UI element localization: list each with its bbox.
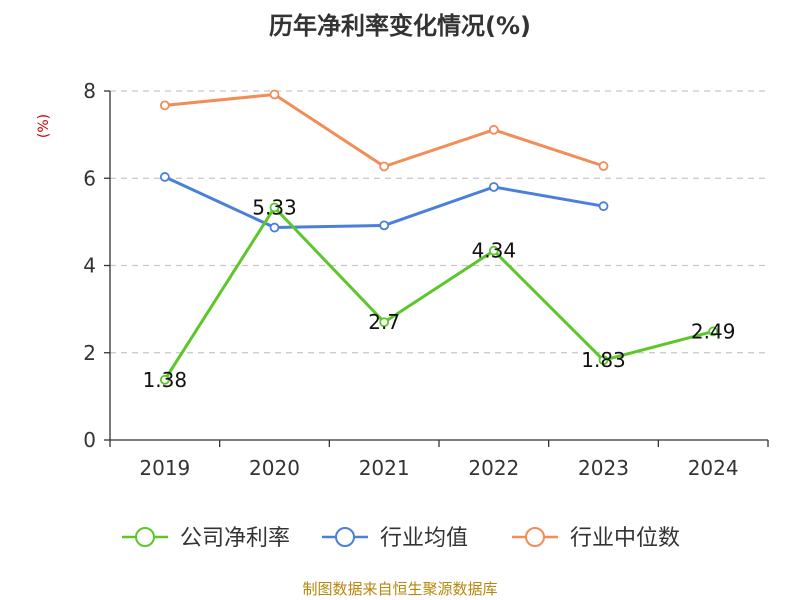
series-lines [159, 89, 719, 385]
legend-marker-1 [335, 527, 355, 547]
y-tick-label-8: 8 [83, 79, 96, 103]
legend-marker-2 [525, 527, 545, 547]
series-0 [159, 202, 719, 385]
point-2-2020 [269, 89, 280, 100]
series-line-1 [164, 175, 604, 229]
series-1 [159, 172, 609, 233]
point-2-2021 [379, 161, 390, 172]
point-0-2019 [159, 374, 170, 385]
x-tick-label-2023: 2023 [578, 456, 629, 480]
legend-item-2: 行业中位数 [512, 526, 680, 551]
y-tick-label-2: 2 [83, 341, 96, 365]
legend-label-1: 行业均值 [380, 526, 468, 551]
point-1-2019 [159, 172, 170, 182]
y-tick-label-0: 0 [83, 428, 96, 452]
point-1-2020 [269, 222, 280, 233]
y-tick-label-6: 6 [83, 166, 96, 190]
data-label-2024: 2.49 [691, 319, 736, 343]
legend-item-1: 行业均值 [322, 526, 468, 551]
point-2-2019 [159, 100, 170, 111]
point-2-2023 [598, 161, 609, 171]
point-1-2021 [379, 220, 390, 231]
point-1-2022 [488, 182, 499, 192]
y-tick-label-4: 4 [83, 254, 96, 278]
axes: 0 2 4 6 8 2019 2020 2021 2022 2023 2024 [83, 79, 769, 480]
series-2 [159, 89, 609, 172]
data-labels: 1.38 5.33 2.7 4.34 1.83 2.49 [143, 195, 736, 391]
legend-marker-0 [135, 527, 155, 547]
legend-label-0: 公司净利率 [180, 526, 290, 551]
point-0-2020 [269, 202, 280, 213]
x-tick-label-2021: 2021 [359, 456, 410, 480]
source-note: 制图数据来自恒生聚源数据库 [302, 580, 497, 598]
legend-label-2: 行业中位数 [570, 526, 680, 551]
point-0-2022 [488, 245, 499, 256]
series-line-0 [163, 206, 714, 381]
point-0-2024 [708, 326, 719, 337]
point-0-2023 [598, 355, 609, 366]
x-tick-label-2019: 2019 [139, 456, 190, 480]
data-label-2022: 4.34 [472, 239, 517, 263]
chart-title: 历年净利率变化情况(%) [269, 12, 531, 40]
legend-item-0: 公司净利率 [122, 526, 290, 551]
legend: 公司净利率 行业均值 行业中位数 [122, 526, 680, 551]
x-tick-label-2020: 2020 [249, 456, 300, 480]
series-line-2 [164, 93, 604, 168]
point-1-2023 [598, 201, 609, 212]
point-2-2022 [488, 124, 499, 135]
point-0-2021 [379, 317, 390, 328]
data-label-2021: 2.7 [368, 310, 400, 334]
data-label-2023: 1.83 [581, 348, 626, 372]
x-tick-label-2024: 2024 [688, 456, 739, 480]
y-axis-label: (%) [36, 114, 52, 138]
data-label-2019: 1.38 [143, 368, 188, 392]
data-label-2020: 5.33 [252, 195, 297, 219]
x-tick-label-2022: 2022 [468, 456, 519, 480]
